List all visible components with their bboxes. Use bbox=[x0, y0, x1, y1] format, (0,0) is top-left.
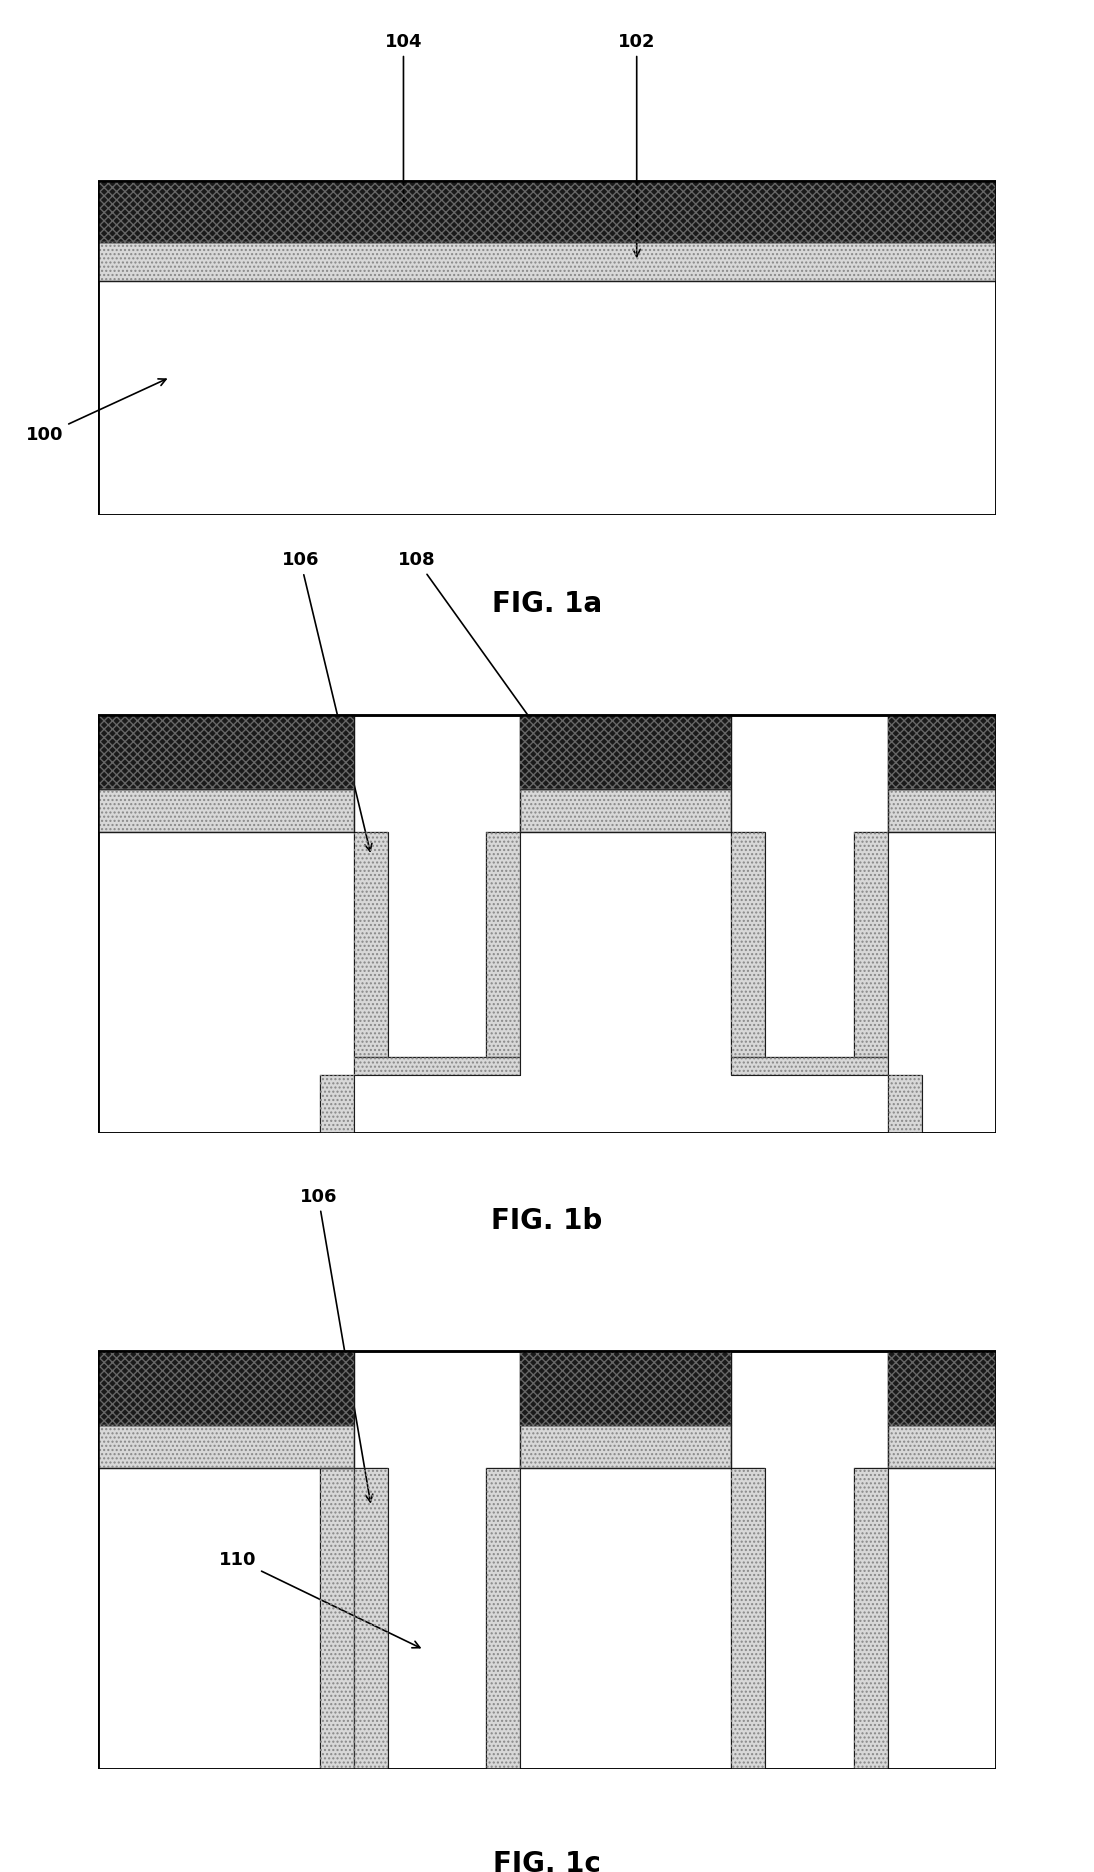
Bar bbox=[98, 182, 996, 515]
Bar bbox=[888, 1425, 996, 1468]
Bar bbox=[520, 715, 731, 788]
Bar bbox=[486, 831, 520, 1058]
Bar bbox=[731, 1468, 765, 1769]
Bar bbox=[888, 788, 996, 831]
Bar bbox=[888, 1352, 996, 1425]
Bar bbox=[321, 1075, 354, 1133]
Text: 110: 110 bbox=[219, 1550, 420, 1647]
Bar bbox=[888, 715, 996, 788]
Bar bbox=[731, 831, 765, 1058]
Bar bbox=[98, 241, 996, 281]
Bar bbox=[98, 715, 996, 1133]
Bar bbox=[888, 1075, 922, 1133]
Bar bbox=[354, 1058, 520, 1075]
Text: 108: 108 bbox=[398, 550, 551, 749]
Bar bbox=[98, 180, 996, 241]
Bar bbox=[888, 1075, 922, 1133]
Bar bbox=[98, 180, 996, 241]
Text: FIG. 1b: FIG. 1b bbox=[491, 1207, 603, 1236]
Bar bbox=[98, 1352, 996, 1769]
Bar bbox=[354, 1468, 388, 1769]
Bar bbox=[520, 1352, 731, 1425]
Bar bbox=[354, 1058, 520, 1075]
Bar bbox=[354, 831, 388, 1058]
Bar bbox=[520, 715, 731, 788]
Bar bbox=[98, 715, 354, 788]
Bar bbox=[98, 715, 996, 1133]
Bar bbox=[888, 788, 996, 831]
Bar bbox=[486, 1468, 520, 1769]
Bar bbox=[520, 1425, 731, 1468]
Bar bbox=[98, 788, 354, 831]
Bar bbox=[853, 1468, 888, 1769]
Text: 104: 104 bbox=[385, 34, 422, 206]
Bar bbox=[853, 831, 888, 1058]
Text: 106: 106 bbox=[281, 550, 372, 852]
Text: FIG. 1c: FIG. 1c bbox=[493, 1850, 601, 1872]
Bar bbox=[853, 1468, 888, 1769]
Bar bbox=[731, 831, 765, 1058]
Bar bbox=[98, 1352, 996, 1769]
Bar bbox=[520, 788, 731, 831]
Bar bbox=[520, 788, 731, 831]
Bar bbox=[98, 241, 996, 281]
Bar bbox=[321, 1075, 354, 1133]
Text: 100: 100 bbox=[26, 378, 166, 444]
Bar bbox=[98, 182, 996, 515]
Bar bbox=[98, 1352, 354, 1425]
Bar bbox=[321, 1468, 354, 1769]
Bar bbox=[98, 1352, 354, 1425]
Bar bbox=[853, 831, 888, 1058]
Text: 106: 106 bbox=[300, 1187, 373, 1501]
Bar bbox=[520, 1352, 731, 1425]
Bar bbox=[98, 1425, 354, 1468]
Bar bbox=[520, 1425, 731, 1468]
Bar bbox=[98, 788, 354, 831]
Bar bbox=[98, 1425, 354, 1468]
Bar bbox=[888, 715, 996, 788]
Bar bbox=[354, 1468, 388, 1769]
Text: FIG. 1a: FIG. 1a bbox=[492, 590, 602, 618]
Bar bbox=[98, 715, 354, 788]
Bar bbox=[486, 831, 520, 1058]
Bar bbox=[731, 1468, 765, 1769]
Bar bbox=[731, 1058, 888, 1075]
Bar bbox=[888, 1425, 996, 1468]
Bar bbox=[321, 1468, 354, 1769]
Bar bbox=[731, 1058, 888, 1075]
Bar bbox=[486, 1468, 520, 1769]
Bar bbox=[888, 1352, 996, 1425]
Text: 102: 102 bbox=[618, 34, 655, 256]
Bar bbox=[354, 831, 388, 1058]
